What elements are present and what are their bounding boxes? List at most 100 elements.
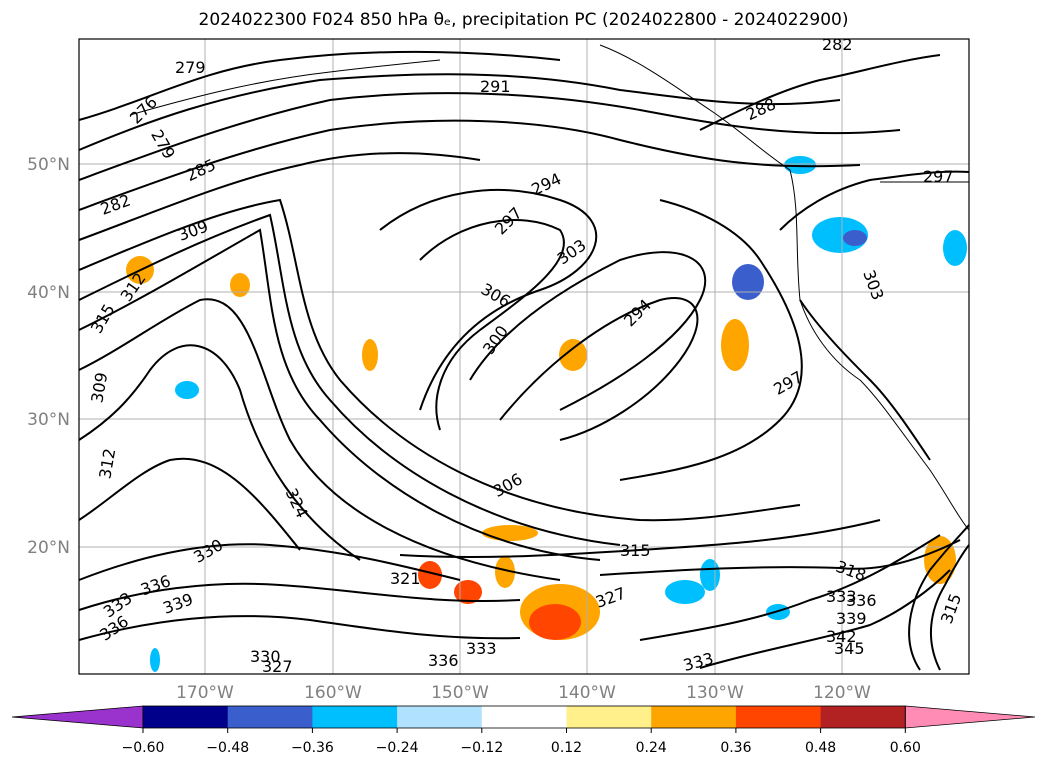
contour-line	[699, 54, 941, 131]
contour-label: 327	[262, 657, 293, 676]
precip-negative-area	[700, 559, 720, 591]
colorbar-tick-label: −0.48	[206, 740, 249, 756]
colorbar-tick-label: 0.60	[890, 740, 921, 756]
contour-line	[78, 152, 481, 241]
contour-label: 282	[822, 35, 853, 54]
contour-label: 339	[836, 609, 867, 628]
contour-line	[78, 228, 601, 561]
theta-e-contours	[78, 50, 970, 671]
contour-label: 315	[620, 541, 651, 560]
contour-line	[469, 251, 707, 411]
contour-label: 333	[826, 587, 857, 606]
contour-line	[799, 299, 931, 461]
colorbar-segment	[143, 706, 229, 728]
colorbar-tick-label: −0.24	[376, 740, 419, 756]
colorbar-outline	[142, 705, 906, 729]
contour-label: 345	[834, 639, 865, 658]
precip-positive-area	[230, 273, 250, 297]
contour-label: 291	[480, 77, 511, 96]
precip-positive-area	[559, 339, 587, 371]
precip-positive-area	[454, 580, 482, 604]
contour-line	[379, 189, 598, 411]
longitude-labels: 170°W 160°W 150°W 140°W 130°W 120°W	[176, 683, 871, 703]
contour-label: 321	[390, 569, 421, 588]
lon-label: 170°W	[176, 683, 234, 703]
colorbar-segment	[227, 706, 313, 728]
contour-label: 297	[923, 167, 954, 186]
contour-line	[619, 199, 803, 481]
colorbar-segment	[481, 706, 567, 728]
contour-line	[779, 170, 970, 231]
lon-label: 160°W	[304, 683, 362, 703]
contour-line	[78, 92, 901, 181]
contour-label: 279	[175, 58, 206, 77]
contour-label: 333	[466, 639, 497, 658]
contour-line	[419, 219, 565, 431]
contour-line	[78, 50, 561, 121]
colorbar-extend-min	[11, 705, 144, 729]
colorbar-segment	[651, 706, 737, 728]
coastlines	[129, 44, 970, 531]
precip-positive-area	[721, 319, 749, 371]
contour-line	[78, 344, 361, 561]
colorbar-tick-label: 0.36	[720, 740, 751, 756]
colorbar-extend-max	[904, 705, 1036, 729]
precip-positive-core	[529, 604, 581, 640]
coastline-west-coast	[789, 169, 970, 531]
precip-negative-area	[150, 648, 160, 672]
precip-positive-area	[418, 561, 442, 589]
colorbar-tick-label: 0.12	[551, 740, 582, 756]
colorbar-segment	[735, 706, 822, 728]
colorbar: −0.60 −0.48 −0.36 −0.24 −0.12 0.12 0.24 0.36 0.4…	[11, 705, 1036, 756]
colorbar-segment	[820, 706, 906, 728]
contour-line	[78, 198, 801, 522]
precip-negative-area	[732, 264, 764, 300]
contour-line	[78, 119, 861, 211]
precip-shading	[126, 156, 967, 672]
precip-positive-area	[495, 556, 515, 588]
colorbar-segment	[397, 706, 483, 728]
precip-negative-area	[665, 580, 705, 604]
gridlines	[79, 39, 969, 674]
contour-line	[639, 534, 941, 641]
contour-label: 336	[428, 651, 459, 670]
contour-line	[908, 524, 970, 671]
lon-label: 140°W	[558, 683, 616, 703]
contour-line	[699, 569, 951, 669]
precip-negative-area	[175, 381, 199, 399]
lat-label: 50°N	[27, 155, 70, 175]
lon-label: 130°W	[686, 683, 744, 703]
colorbar-segment	[312, 706, 398, 728]
colorbar-tick-label: 0.24	[636, 740, 667, 756]
contour-line	[78, 543, 461, 581]
contour-line	[399, 519, 881, 559]
lon-label: 120°W	[813, 683, 871, 703]
colorbar-segments	[11, 705, 1036, 729]
colorbar-tick-label: −0.60	[122, 740, 165, 756]
lon-label: 150°W	[431, 683, 489, 703]
precip-negative-area	[943, 230, 967, 266]
contour-label: 342	[826, 627, 857, 646]
map-background	[79, 39, 969, 674]
lat-label: 20°N	[27, 538, 70, 558]
colorbar-tick-label: −0.12	[460, 740, 503, 756]
colorbar-ticks: −0.60 −0.48 −0.36 −0.24 −0.12 0.12 0.24 0.36 0.4…	[122, 728, 921, 756]
colorbar-segment	[566, 706, 652, 728]
contour-label: 330	[250, 647, 281, 666]
map-frame	[78, 38, 970, 675]
contour-line	[78, 73, 841, 151]
colorbar-tick-label: −0.36	[291, 740, 334, 756]
precip-negative-area	[784, 156, 816, 174]
colorbar-tick-label: 0.48	[805, 740, 836, 756]
coastline-alaska	[599, 44, 791, 171]
map-panel	[78, 38, 970, 675]
contour-line	[78, 298, 561, 581]
contour-line	[78, 615, 521, 641]
precip-positive-area	[362, 339, 378, 371]
contour-line	[499, 297, 699, 441]
contour-line	[599, 539, 961, 576]
lat-label: 30°N	[27, 410, 70, 430]
contour-label: 336	[846, 591, 877, 610]
coastline-aleutians	[129, 59, 441, 116]
